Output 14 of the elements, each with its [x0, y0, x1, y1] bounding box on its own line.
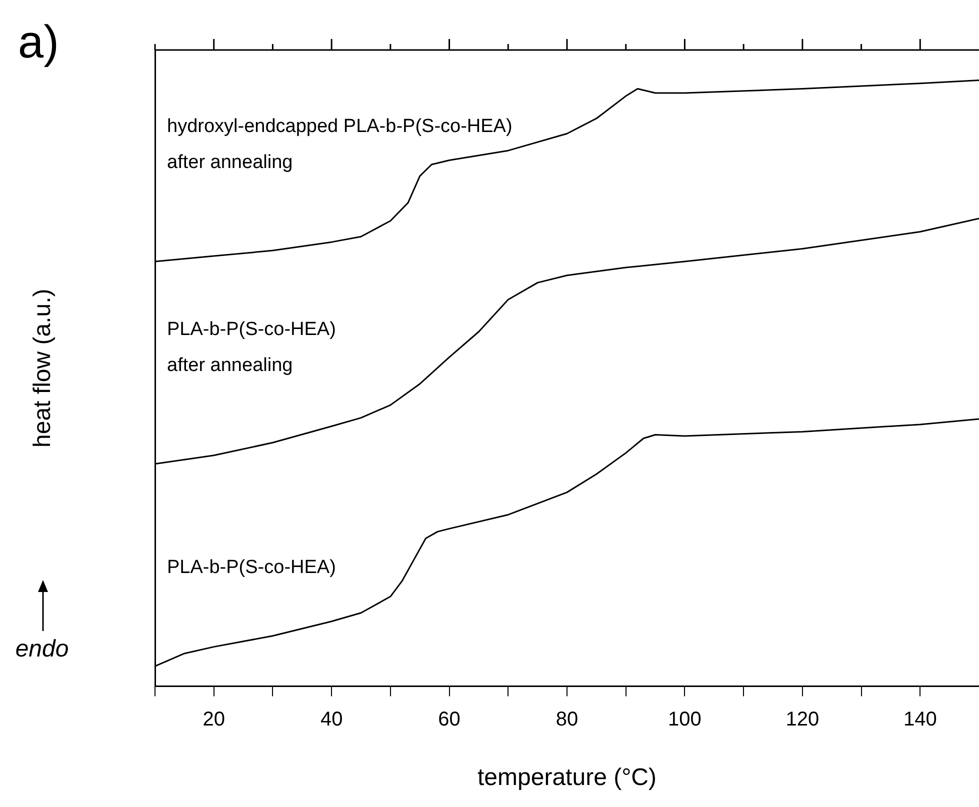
text: PLA-b-P(S-co-HEA) — [167, 556, 336, 580]
x-tick-label: 60 — [438, 708, 460, 731]
x-tick-label: 40 — [320, 708, 343, 731]
text: PLA-b-P(S-co-HEA) after annealing — [167, 318, 336, 378]
text: endo — [15, 636, 69, 663]
y-axis-title: heat flow (a.u.) — [29, 288, 56, 448]
x-tick-label: 80 — [556, 708, 578, 731]
x-tick-label: 20 — [202, 708, 225, 731]
series-label: hydroxyl-endcapped PLA-b-P(S-co-HEA) after annealing — [167, 115, 512, 176]
text: a) — [18, 16, 59, 68]
x-tick-label: 100 — [668, 708, 702, 731]
x-tick-label: 120 — [786, 708, 820, 731]
x-axis-title: temperature (°C) — [478, 764, 656, 792]
x-tick-label: 140 — [903, 708, 937, 731]
